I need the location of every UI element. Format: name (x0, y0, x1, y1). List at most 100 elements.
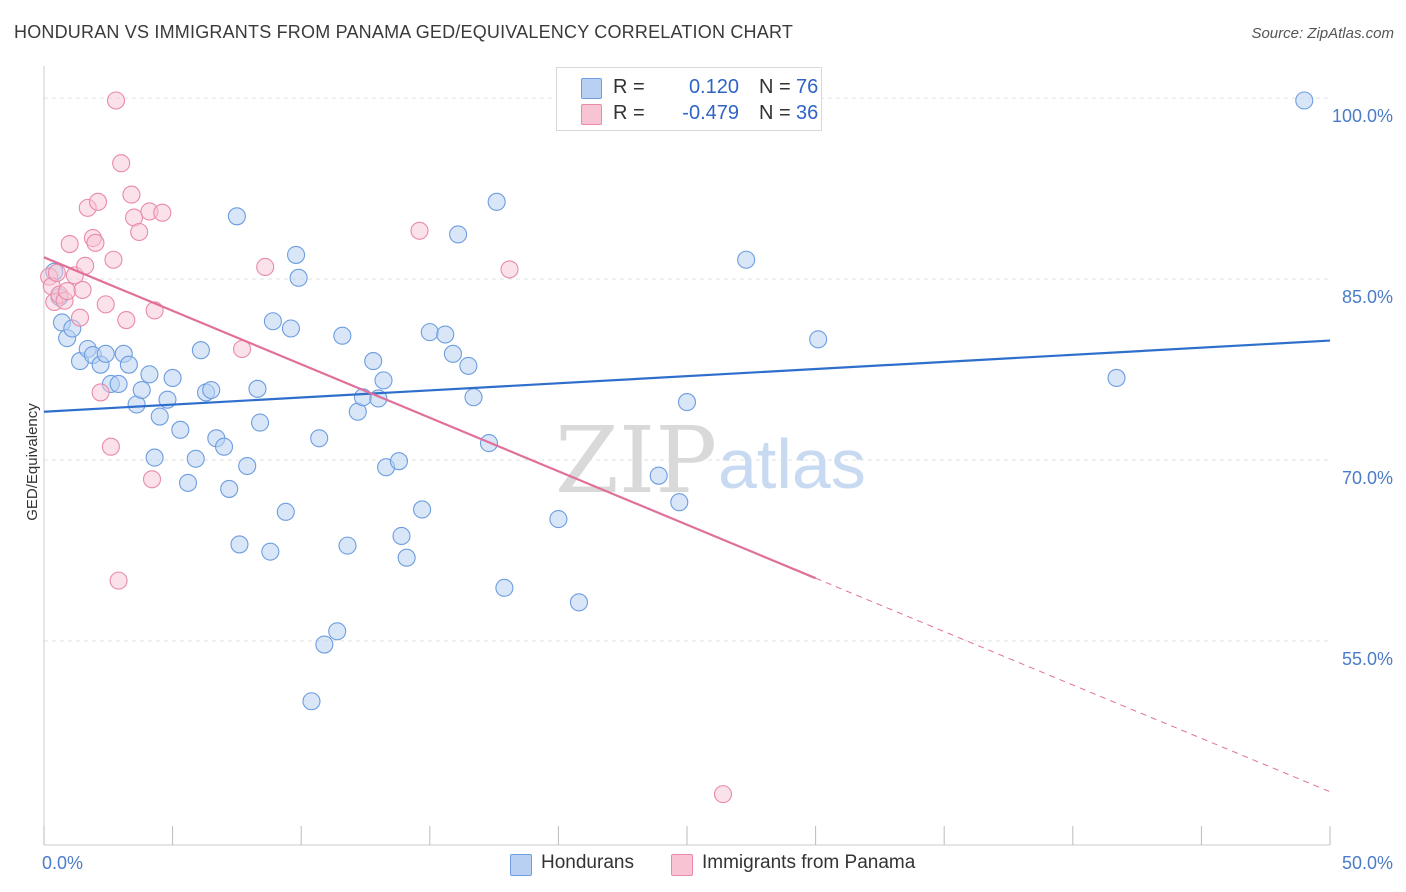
y-tick-label: 55.0% (1342, 649, 1393, 669)
legend-label: Immigrants from Panama (702, 852, 916, 873)
legend-n-label: N = (759, 102, 791, 124)
data-point-hondurans (328, 622, 347, 641)
data-point-hondurans (397, 548, 416, 567)
data-point-panama (47, 263, 66, 283)
data-point-hondurans (338, 536, 357, 555)
chart-title: HONDURAN VS IMMIGRANTS FROM PANAMA GED/E… (14, 22, 794, 42)
data-point-hondurans (202, 380, 221, 400)
trend-line-panama (43, 256, 817, 580)
data-point-hondurans (420, 323, 439, 342)
data-point-panama (130, 222, 149, 242)
data-point-panama (122, 185, 141, 204)
watermark: ZIP atlas (555, 407, 866, 514)
data-point-hondurans (227, 207, 246, 226)
data-point-hondurans (214, 437, 234, 456)
data-point-hondurans (238, 456, 257, 476)
data-point-hondurans (392, 526, 411, 546)
data-point-panama (112, 154, 131, 173)
data-point-panama (96, 295, 115, 314)
y-tick-label: 100.0% (1332, 106, 1393, 126)
data-point-panama (73, 280, 92, 299)
axes (43, 66, 1331, 846)
gridlines (44, 97, 1330, 642)
data-point-panama (410, 221, 429, 240)
data-point-hondurans (809, 330, 828, 349)
data-point-panama (86, 233, 105, 252)
data-point-hondurans (302, 692, 321, 711)
data-point-hondurans (287, 245, 306, 264)
data-point-panama (142, 470, 162, 489)
legend-n-value: 76 (796, 76, 819, 98)
legend-swatch-pink (671, 854, 693, 876)
data-point-hondurans (263, 312, 282, 331)
data-point-panama (153, 203, 172, 222)
data-point-panama (256, 257, 275, 277)
data-point-hondurans (186, 449, 205, 468)
data-point-panama (60, 235, 79, 254)
data-point-hondurans (289, 268, 308, 287)
data-point-hondurans (649, 466, 668, 485)
data-point-hondurans (670, 493, 689, 512)
trend-line-hondurans (43, 339, 1331, 413)
data-point-hondurans (109, 374, 128, 394)
data-point-panama (106, 91, 126, 110)
data-point-hondurans (191, 341, 210, 360)
y-tick-label: 70.0% (1342, 468, 1393, 488)
y-tick-label: 85.0% (1342, 287, 1393, 307)
legend-swatch-blue (581, 78, 602, 99)
watermark-zip: ZIP (555, 407, 717, 514)
x-tick-label-max: 50.0% (1342, 853, 1393, 873)
data-point-hondurans (449, 225, 468, 244)
data-point-hondurans (333, 326, 352, 345)
data-point-hondurans (464, 388, 483, 407)
data-point-hondurans (495, 578, 514, 597)
data-point-hondurans (1107, 368, 1126, 388)
data-point-hondurans (737, 250, 756, 269)
legend-r-value: -0.479 (682, 102, 739, 124)
data-point-hondurans (443, 344, 462, 363)
watermark-atlas: atlas (718, 425, 866, 503)
legend-r-value: 0.120 (688, 76, 739, 98)
correlation-legend: R = 0.120 N = 76 R = -0.479 N = 36 (556, 67, 822, 131)
data-point-panama (91, 383, 110, 402)
data-point-hondurans (150, 407, 169, 426)
data-point-hondurans (132, 380, 151, 400)
data-point-hondurans (459, 356, 478, 375)
data-point-hondurans (163, 368, 182, 388)
trend-line-panama-extrapolated (815, 577, 1331, 793)
data-point-panama (88, 192, 108, 211)
legend-label: Hondurans (541, 852, 634, 873)
data-point-hondurans (364, 352, 383, 371)
trend-lines (43, 256, 1331, 793)
data-point-hondurans (250, 413, 270, 432)
legend-swatch-blue (510, 854, 532, 876)
legend-n-value: 36 (796, 102, 819, 124)
legend-r-label: R = (613, 76, 645, 98)
data-point-panama (117, 311, 136, 330)
data-point-hondurans (145, 448, 164, 467)
y-axis-title: GED/Equivalency (24, 403, 41, 521)
data-point-hondurans (487, 192, 506, 211)
series-panama-points (40, 91, 733, 804)
data-point-hondurans (677, 393, 697, 412)
data-point-hondurans (569, 593, 589, 612)
data-point-panama (101, 437, 120, 456)
x-tick-label-min: 0.0% (42, 853, 83, 873)
data-point-hondurans (230, 535, 249, 554)
data-point-hondurans (248, 379, 267, 398)
data-point-hondurans (310, 429, 329, 448)
data-point-hondurans (171, 420, 190, 439)
data-point-hondurans (178, 473, 198, 492)
data-point-panama (70, 308, 90, 327)
data-point-hondurans (549, 510, 568, 529)
legend-r-label: R = (613, 102, 645, 124)
data-point-hondurans (413, 500, 432, 519)
data-point-hondurans (315, 635, 334, 654)
series-legend: Hondurans Immigrants from Panama (0, 852, 1406, 878)
y-tick-labels: 100.0% 85.0% 70.0% 55.0% (1332, 106, 1393, 669)
data-point-hondurans (389, 452, 408, 471)
data-point-hondurans (374, 371, 393, 390)
data-point-hondurans (261, 542, 280, 561)
data-point-hondurans (96, 344, 115, 363)
